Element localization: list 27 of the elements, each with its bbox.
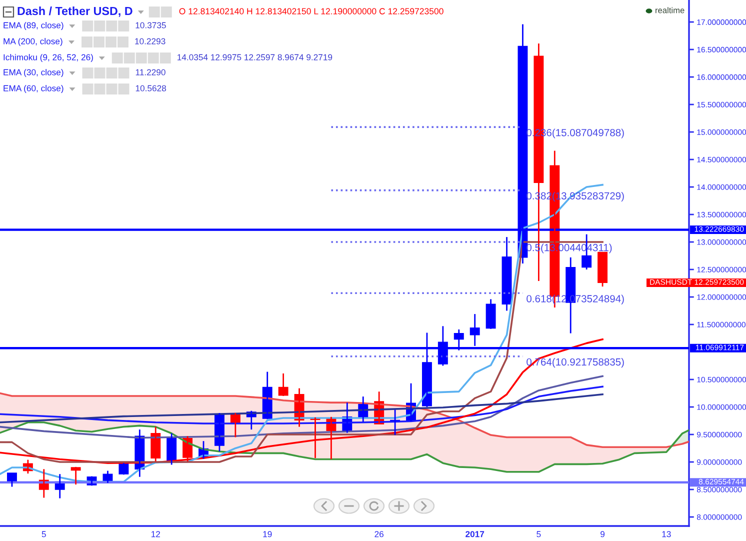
x-tick-label: 5 xyxy=(536,531,541,538)
x-tick-label: 12 xyxy=(151,531,160,538)
line-series xyxy=(0,375,604,439)
x-tick-label: 2017 xyxy=(466,531,484,538)
annotation: realtime xyxy=(656,7,684,14)
line-series xyxy=(0,386,604,424)
x-tick-label: 9 xyxy=(600,531,605,538)
line-series xyxy=(0,393,604,424)
annotation: Ichimoku (9, 26, 52, 26) xyxy=(4,54,93,62)
x-tick-label: 13 xyxy=(662,531,671,538)
annotation: 10.3735 xyxy=(136,22,166,28)
annotation: 11.2290 xyxy=(136,69,166,76)
line-series xyxy=(0,392,689,448)
annotation: 10.2293 xyxy=(135,38,166,44)
annotation: 10.5628 xyxy=(136,85,166,92)
annotation: EMA (30, close) xyxy=(4,68,64,78)
annotation: EMA (60, close) xyxy=(4,84,64,94)
text: Dash / Tether USD, D xyxy=(18,6,132,17)
annotation: EMA (89, close) xyxy=(4,22,64,30)
candlestick xyxy=(598,252,608,288)
annotation: MA (200, close) xyxy=(4,38,62,46)
annotation: O 12.813402140 H 12.813402150 L 12.190000000 C 12.259723500 xyxy=(179,8,444,14)
x-tick-label: 26 xyxy=(374,531,384,538)
x-tick-label: 5 xyxy=(42,531,46,538)
x-tick-label: 19 xyxy=(263,531,272,538)
line-series xyxy=(0,421,689,473)
annotation: 14.0354 12.9975 12.2597 8.9674 9.2719 xyxy=(178,54,332,60)
